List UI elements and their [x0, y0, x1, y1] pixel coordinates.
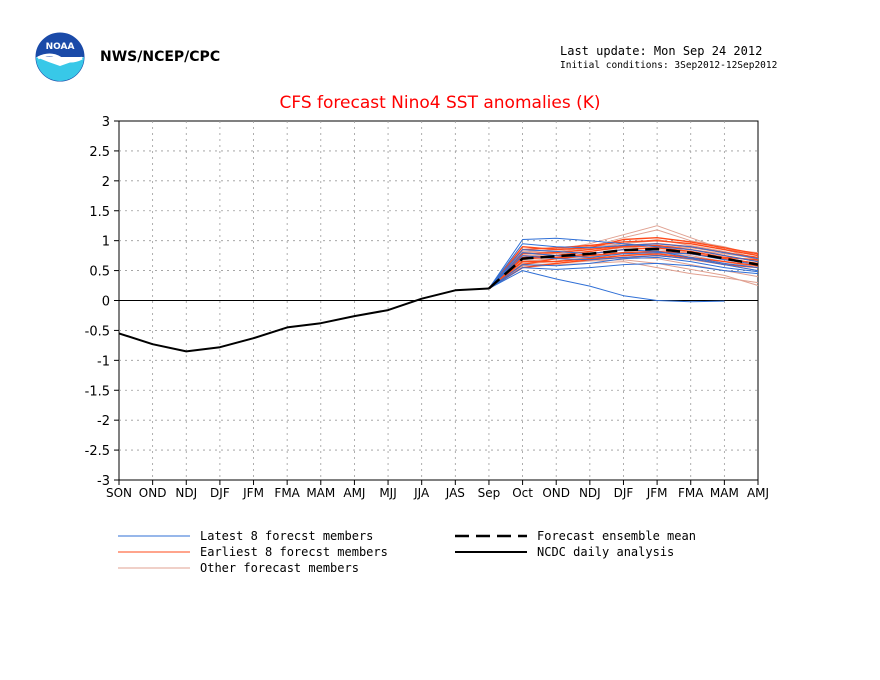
x-axis: SON OND NDJ DJF JFM FMA MAM AMJ MJJ JJA JAS Sep Oct O…: [106, 480, 769, 500]
logo-text: NOAA: [46, 42, 75, 52]
y-tick-label: 0.5: [89, 265, 110, 280]
x-tick-label: FMA: [274, 486, 300, 500]
series-line-latest: [488, 249, 759, 289]
x-tick-label: NDJ: [579, 486, 601, 500]
legend-label-mean: Forecast ensemble mean: [537, 529, 696, 543]
series-line-latest: [488, 256, 759, 289]
x-tick-label: AMJ: [747, 486, 769, 500]
x-tick-label: JFM: [646, 486, 668, 500]
y-tick-label: -1: [97, 354, 110, 369]
x-tick-label: OND: [542, 486, 570, 500]
noaa-logo: NOAA: [35, 32, 85, 82]
x-tick-label: DJF: [210, 486, 230, 500]
initial-conditions-label: Initial conditions: 3Sep2012-12Sep2012: [560, 60, 777, 71]
y-axis: 3 2.5 2 1.5 1 0.5 0 -0.5 -1 -1.5 -2 -2.5 -3: [85, 115, 119, 489]
y-tick-label: 2.5: [89, 145, 110, 160]
x-tick-label: FMA: [678, 486, 704, 500]
series-line-latest: [488, 255, 759, 289]
x-tick-label: JAS: [445, 486, 465, 500]
series-line-latest: [488, 243, 759, 289]
x-tick-label: Sep: [478, 486, 501, 500]
x-tick-label: OND: [139, 486, 167, 500]
series-line-latest: [488, 262, 759, 289]
x-tick-label: DJF: [614, 486, 634, 500]
y-tick-label: 0: [102, 295, 110, 310]
x-tick-label: JJA: [413, 486, 430, 500]
x-tick-label: MJJ: [379, 486, 396, 500]
chart-title: CFS forecast Nino4 SST anomalies (K): [279, 93, 600, 113]
legend-label-analysis: NCDC daily analysis: [537, 545, 674, 559]
y-tick-label: -0.5: [85, 324, 110, 339]
y-tick-label: 2: [102, 175, 110, 190]
x-tick-label: JFM: [242, 486, 264, 500]
x-tick-label: MAM: [710, 486, 739, 500]
series-line-mean: [488, 247, 759, 290]
x-tick-label: MAM: [306, 486, 335, 500]
x-tick-label: NDJ: [175, 486, 197, 500]
y-tick-label: 3: [102, 115, 110, 130]
x-tick-label: AMJ: [343, 486, 365, 500]
legend-label-latest: Latest 8 forecst members: [200, 529, 373, 543]
x-tick-label: SON: [106, 486, 132, 500]
series-line-earliest: [488, 253, 759, 290]
y-tick-label: 1: [102, 235, 110, 250]
series-line-analysis: [118, 287, 489, 353]
y-tick-label: -2: [97, 414, 110, 429]
y-tick-label: -3: [97, 474, 110, 489]
series-line-latest: [488, 237, 759, 289]
series-layer: [118, 225, 759, 353]
x-tick-label: Oct: [512, 486, 533, 500]
series-line-earliest: [488, 240, 759, 289]
y-tick-label: -2.5: [85, 444, 110, 459]
series-line-latest: [488, 270, 725, 303]
legend: Latest 8 forecst members Earliest 8 fore…: [118, 529, 696, 575]
legend-label-other: Other forecast members: [200, 561, 359, 575]
series-line-earliest: [488, 237, 759, 289]
y-tick-label: -1.5: [85, 384, 110, 399]
y-tick-label: 1.5: [89, 205, 110, 220]
last-update-label: Last update: Mon Sep 24 2012: [560, 44, 762, 58]
agency-label: NWS/NCEP/CPC: [100, 49, 220, 65]
legend-label-earliest: Earliest 8 forecst members: [200, 545, 388, 559]
